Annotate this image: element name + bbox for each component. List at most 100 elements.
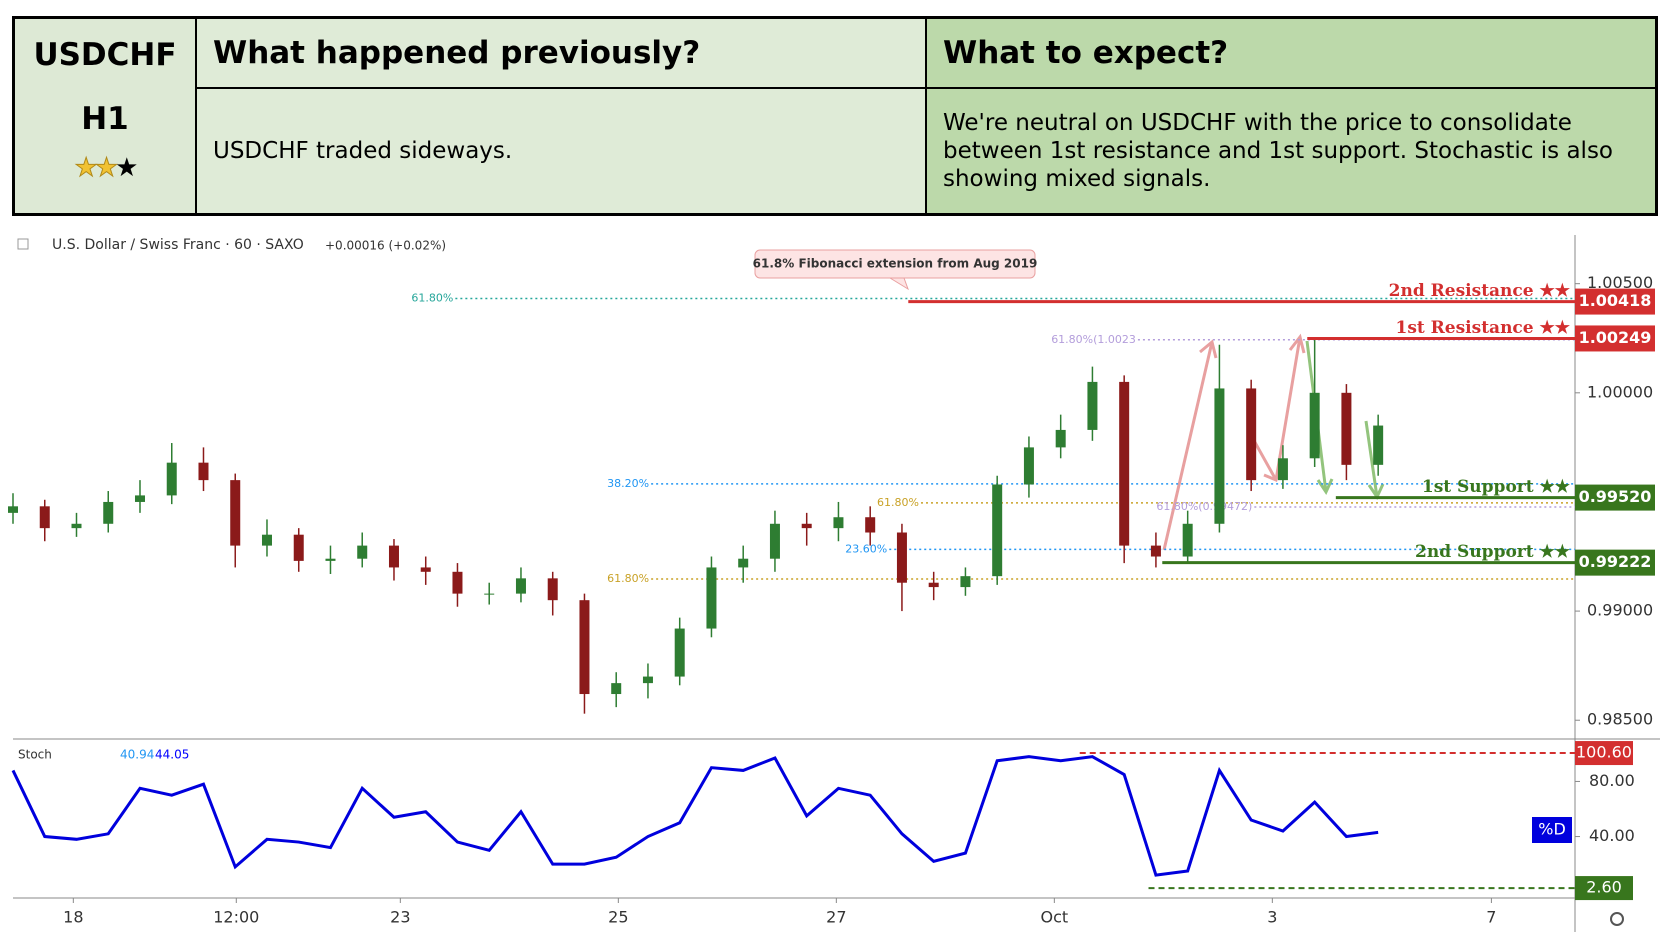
level-label: 1.00418	[1579, 291, 1652, 310]
x-tick-label: 23	[390, 908, 410, 927]
candle-body	[230, 480, 241, 546]
candle-body	[325, 558, 336, 561]
arrow	[1274, 333, 1306, 481]
level-box	[1575, 876, 1633, 901]
candle-body	[198, 462, 209, 481]
candle-body	[1309, 392, 1320, 459]
level-name: 2nd Support ★★	[1415, 542, 1571, 562]
annotation: 61.8% Fibonacci extension from Aug 2019	[753, 257, 1038, 271]
legend-label: %D	[1538, 820, 1566, 839]
candle-body	[611, 683, 622, 695]
candle-body	[579, 600, 590, 695]
candle-body	[833, 517, 844, 529]
candle-body	[1087, 381, 1098, 430]
candle-body	[928, 582, 939, 588]
level-box	[1575, 325, 1655, 352]
y-tick-label: 80.00	[1589, 771, 1635, 790]
expect-text: We're neutral on USDCHF with the price t…	[926, 88, 1656, 214]
x-tick-label: 12:00	[213, 908, 259, 927]
level-box	[1575, 549, 1655, 576]
legend-box	[1532, 817, 1572, 843]
candle-body	[39, 506, 50, 529]
arrows	[1162, 333, 1385, 551]
candle-body	[293, 534, 304, 561]
fib-label: 61.80%	[877, 496, 919, 509]
candle-body	[166, 462, 177, 496]
candle-body	[992, 484, 1003, 577]
candle-body	[261, 534, 272, 546]
settings-icon[interactable]	[1610, 912, 1624, 926]
x-tick-label: 7	[1486, 908, 1496, 927]
x-tick-label: 25	[608, 908, 628, 927]
rating: ★★★	[74, 153, 138, 184]
candle-body	[674, 628, 685, 677]
candle-body	[769, 523, 780, 559]
candle-body	[960, 576, 971, 588]
candle-body	[706, 567, 717, 629]
change-readout: +0.00016 (+0.02%)	[325, 239, 446, 253]
candle-body	[547, 578, 558, 601]
candle-body	[801, 523, 812, 529]
fib-label: 23.60%	[845, 542, 887, 555]
level-label: 2.60	[1586, 878, 1622, 897]
level-label: 0.99520	[1579, 487, 1652, 506]
fib-label: 38.20%	[607, 477, 649, 490]
fib-label: 61.80%	[607, 572, 649, 585]
level-name: 2nd Resistance ★★	[1389, 281, 1571, 301]
arrow	[1162, 339, 1218, 551]
y-tick-label: 0.99000	[1587, 601, 1653, 620]
symbol: USDCHF	[33, 37, 177, 73]
candle-body	[1119, 381, 1130, 546]
candle-body	[103, 501, 114, 524]
candle-body	[1373, 425, 1384, 465]
candle-body	[896, 532, 907, 583]
y-tick-label: 40.00	[1589, 826, 1635, 845]
candle-body	[8, 506, 18, 513]
candle-body	[1277, 458, 1288, 481]
candle-body	[1150, 545, 1161, 557]
candle-body	[1055, 429, 1066, 448]
fib-label: 61.80%	[411, 292, 453, 305]
candle-body	[420, 567, 431, 572]
star: ★	[94, 153, 118, 184]
level-name: 1st Support ★★	[1422, 477, 1571, 497]
previous-title: What happened previously?	[196, 18, 926, 88]
fib-label: 61.80%(0.99472)	[1156, 500, 1252, 513]
level-box	[1575, 288, 1655, 315]
candle-body	[1341, 392, 1352, 465]
indicator-value: 44.05	[155, 748, 189, 762]
level-box	[1575, 484, 1655, 511]
candle-body	[642, 676, 653, 684]
header-table: USDCHF H1 ★★★ What happened previously? …	[12, 16, 1658, 216]
indicator-value: 40.94	[120, 748, 154, 762]
candle-body	[738, 558, 749, 568]
chart-title: U.S. Dollar / Swiss Franc · 60 · SAXO	[52, 237, 304, 253]
candle-body	[452, 571, 463, 594]
fib-label: 61.80%(1.0023	[1051, 333, 1136, 346]
x-tick-label: 18	[63, 908, 83, 927]
candle-body	[388, 545, 399, 568]
indicator-title: Stoch	[18, 748, 52, 762]
candle-body	[515, 578, 526, 594]
y-tick-label: 0.98500	[1587, 710, 1653, 729]
candle-body	[71, 523, 82, 529]
expect-title: What to expect?	[926, 18, 1656, 88]
collapse-icon[interactable]	[17, 238, 29, 250]
candle-body	[1182, 523, 1193, 557]
x-tick-label: 3	[1267, 908, 1277, 927]
star: ★	[115, 153, 138, 183]
candle-body	[484, 593, 495, 595]
level-box	[1575, 741, 1633, 766]
candle-body	[865, 517, 876, 533]
level-label: 0.99222	[1579, 552, 1652, 571]
y-tick-label: 1.00000	[1587, 382, 1653, 401]
star: ★	[74, 153, 98, 184]
candle-body	[1023, 447, 1034, 485]
candle-body	[1214, 388, 1225, 524]
candle-body	[134, 495, 145, 502]
y-tick-label: 1.00500	[1587, 273, 1653, 292]
level-label: 100.60	[1576, 743, 1632, 762]
candle-body	[1246, 388, 1257, 481]
